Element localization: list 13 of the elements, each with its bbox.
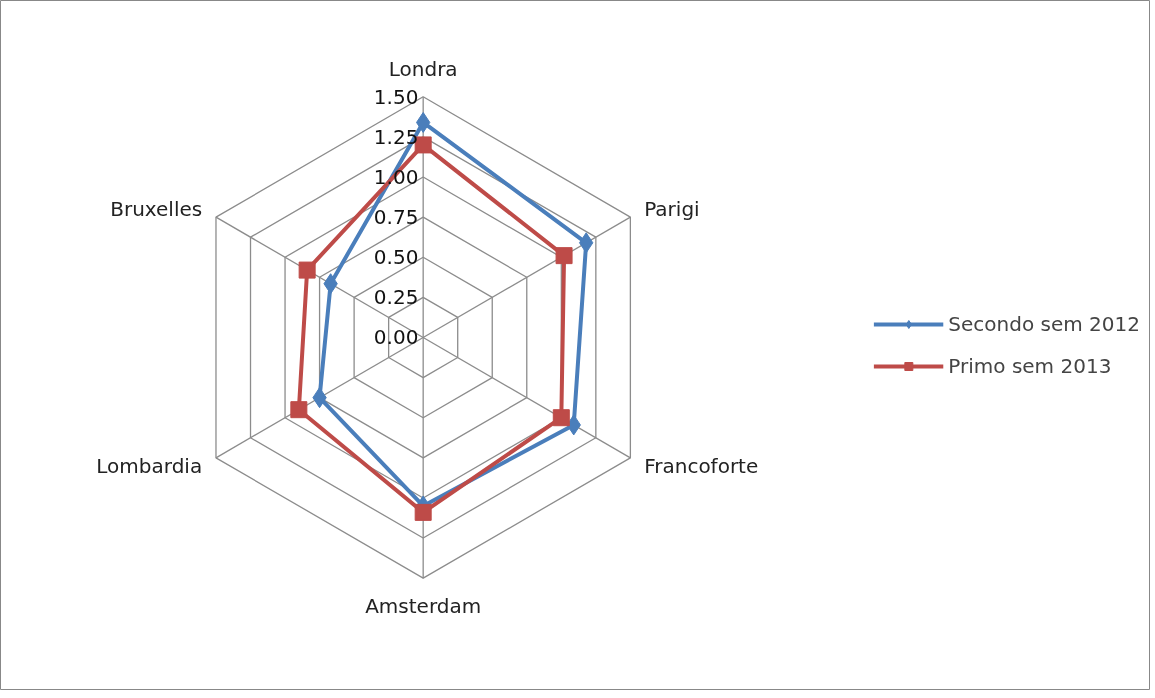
y-tick-label: 0.00 [373,325,419,350]
y-tick-label: 0.75 [373,205,419,230]
spoke-label: Parigi [644,197,700,222]
y-tick-label: 0.25 [373,285,419,310]
legend-label: Primo sem 2013 [948,354,1112,378]
spoke-label: Lombardia [96,453,203,478]
y-tick-label: 1.50 [373,84,419,109]
spoke-label: Amsterdam [365,594,482,619]
legend-label: Secondo sem 2012 [948,312,1140,336]
spoke-label: Londra [388,56,458,81]
spoke-label: Francoforte [644,453,759,478]
y-tick-label: 0.50 [373,245,419,270]
spoke-label: Bruxelles [110,197,203,222]
